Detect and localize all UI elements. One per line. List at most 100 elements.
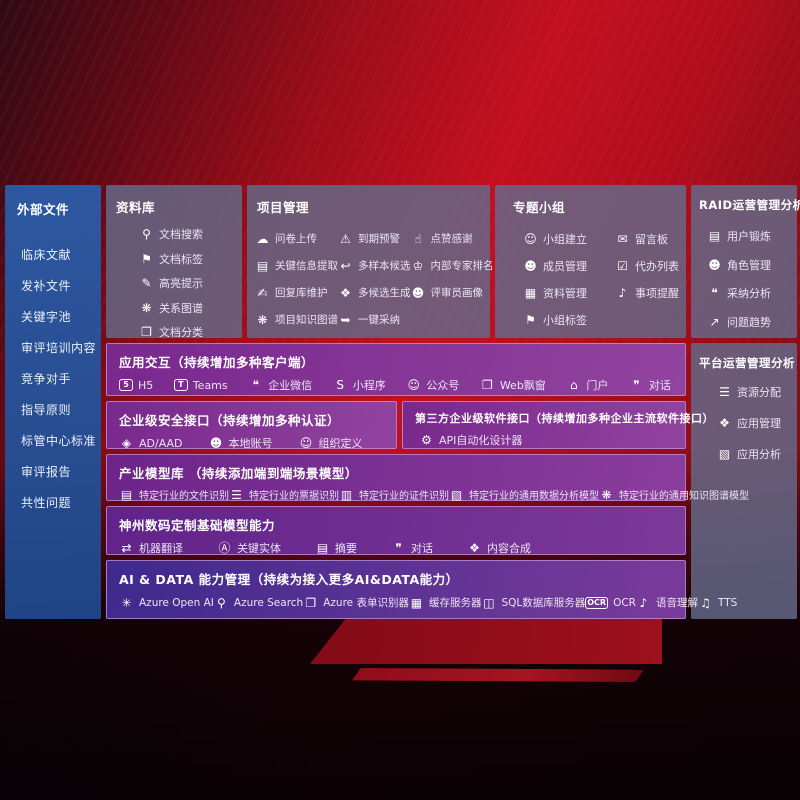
id-recognize-icon: ▥	[340, 487, 353, 502]
ai-data-list: ✳ Azure Open AI ⚲ Azure Search ❐ Azure 表…	[107, 588, 737, 610]
feature-item: ❐ 文档分类	[139, 324, 242, 340]
project-management-panel: 项目管理 ☁ 问卷上传 ⚠ 到期预警 ☝ 点赞感谢 ▤	[247, 185, 494, 338]
speech-understand-icon: ♪	[639, 595, 648, 610]
tts-icon: ♫	[700, 595, 711, 610]
platform-analysis-list: ☰ 资源分配 ❖ 应用管理 ▧ 应用分析	[691, 371, 797, 462]
resource-allocate-icon: ☰	[719, 385, 730, 399]
group-create-icon: ☺	[524, 232, 537, 246]
app-interaction-title: 应用交互（持续增加多种客户端）	[119, 355, 315, 370]
multi-generate-icon: ❖	[340, 285, 351, 300]
feature-item: ➥ 一键采纳	[338, 312, 411, 327]
cache-server-icon: ▦	[410, 595, 423, 610]
feature-item: ☁ 问卷上传	[255, 231, 338, 246]
feature-item: ☻ 角色管理	[707, 257, 797, 273]
feature-label: 关系图谱	[159, 301, 203, 315]
feature-item: ☰ 资源分配	[717, 384, 797, 400]
feature-label: 点赞感谢	[430, 233, 473, 245]
service-label: Azure Open AI	[139, 596, 214, 609]
feature-label: 采纳分析	[727, 287, 771, 300]
web-popup-icon: ❐	[481, 378, 493, 392]
doc-classify-icon: ❐	[141, 325, 152, 339]
capability-item: ▤ 摘要	[315, 540, 357, 556]
portal-icon: ⌂	[570, 378, 578, 392]
feature-label: 小组标签	[543, 314, 587, 327]
feature-item: ❋ 项目知识图谱	[255, 312, 338, 327]
industry-models-list: ▤ 特定行业的文件识别 ☰ 特定行业的票据识别 ▥ 特定行业的证件识别 ▧ 特定…	[107, 482, 749, 503]
client-item: ❐ Web飘窗	[480, 377, 546, 393]
translate-icon: ⇄	[121, 541, 132, 555]
knowledge-graph-icon: ❋	[257, 312, 268, 327]
service-item: ◫ SQL数据库服务器	[481, 595, 585, 610]
service-label: SQL数据库服务器	[501, 597, 586, 609]
project-management-title: 项目管理	[257, 200, 310, 215]
feature-label: 成员管理	[543, 260, 587, 273]
raid-analysis-list: ▤ 用户锻炼 ☻ 角色管理 ❝ 采纳分析 ↗ 问题趋势	[691, 213, 797, 330]
base-models-title: 神州数码定制基础模型能力	[119, 518, 276, 533]
model-label: 特定行业的证件识别	[359, 491, 449, 502]
sql-database-icon: ◫	[483, 595, 495, 610]
capability-label: 关键实体	[237, 542, 281, 555]
client-item: ⌂ 门户	[566, 377, 608, 393]
interface-item: ⚙ API自动化设计器	[419, 432, 522, 448]
base-models-list: ⇄ 机器翻译 Ⓐ 关键实体 ▤ 摘要 ❞ 对话	[107, 534, 685, 556]
capability-label: 对话	[411, 542, 433, 555]
feature-label: 问卷上传	[275, 233, 317, 245]
model-item: ▤ 特定行业的文件识别	[119, 487, 229, 503]
external-files-list: 临床文献 发补文件 关键字池 审评培训内容 竞争对手 指导原则 标管中心标准 审…	[5, 218, 101, 511]
model-label: 特定行业的文件识别	[139, 491, 229, 502]
feature-label: 回复库维护	[275, 287, 328, 299]
raid-analysis-panel: RAID运营管理分析 ▤ 用户锻炼 ☻ 角色管理 ❝ 采纳分析	[691, 185, 800, 338]
info-extract-icon: ▤	[256, 258, 269, 273]
feature-item: ▤ 关键信息提取	[255, 258, 338, 273]
alarm-icon: ⚠	[340, 231, 351, 246]
azure-search-icon: ⚲	[217, 595, 226, 610]
feature-label: 关键信息提取	[275, 260, 338, 272]
invoice-recognize-icon: ☰	[231, 487, 242, 502]
local-account-icon: ☻	[209, 436, 223, 450]
capability-label: 内容合成	[487, 542, 531, 555]
feature-item: ⚠ 到期预警	[338, 231, 411, 246]
feature-label: 资料管理	[543, 287, 587, 300]
feature-item: ▤ 用户锻炼	[707, 228, 797, 244]
service-item: ⚲ Azure Search	[214, 597, 303, 609]
model-label: 特定行业的通用数据分析模型	[469, 491, 599, 502]
feature-label: 一键采纳	[358, 314, 400, 326]
feature-item: ♪ 事项提醒	[615, 285, 686, 301]
model-item: ▥ 特定行业的证件识别	[339, 487, 449, 503]
ad-aad-icon: ◈	[121, 436, 132, 450]
repository-panel: 资料库 ⚲ 文档搜索 ⚑ 文档标签 ✎ 高亮提示 ❋	[106, 185, 242, 340]
key-entity-icon: Ⓐ	[218, 541, 231, 555]
file-recognize-icon: ▤	[120, 487, 133, 502]
interface-label: API自动化设计器	[439, 434, 523, 447]
sidebar-item: 指导原则	[21, 403, 72, 417]
auth-item: ☻ 本地账号	[209, 435, 273, 451]
service-item: ▦ 缓存服务器	[409, 595, 482, 610]
feature-label: 资源分配	[737, 386, 781, 399]
sidebar-item: 标管中心标准	[21, 434, 97, 448]
role-manage-icon: ☻	[708, 257, 721, 272]
data-analysis-model-icon: ▧	[450, 487, 463, 502]
service-item: ♫ TTS	[698, 597, 737, 609]
architecture-board: 外部文件 临床文献 发补文件 关键字池 审评培训内容 竞争对手 指导原则 标管中…	[5, 185, 800, 619]
feature-label: 到期预警	[358, 233, 400, 245]
app-interaction-row: 应用交互（持续增加多种客户端） 5 H5 T Teams ❝ 企业微信	[106, 343, 686, 396]
industry-models-row: 产业模型库 （持续添加端到端场景模型） ▤ 特定行业的文件识别 ☰ 特定行业的票…	[106, 454, 749, 503]
app-analysis-icon: ▧	[718, 447, 731, 461]
client-item: T Teams	[173, 379, 228, 392]
knowledge-graph-model-icon: ❋	[601, 487, 612, 502]
ai-data-row: AI & DATA 能力管理（持续为接入更多AI&DATA能力） ✳ Azure…	[106, 560, 737, 619]
ocr-icon: OCR	[585, 596, 609, 609]
user-card-icon: ▤	[708, 229, 721, 243]
content-compose-icon: ❖	[469, 541, 480, 555]
feature-label: 高亮提示	[159, 277, 203, 290]
feature-item: ▦ 资料管理	[523, 285, 615, 301]
client-label: 公众号	[426, 379, 460, 392]
capability-item: ❖ 内容合成	[467, 540, 531, 556]
feature-item: ☻ 评审员画像	[411, 285, 494, 300]
client-item: ❝ 企业微信	[248, 377, 312, 393]
industry-models-title: 产业模型库 （持续添加端到端场景模型）	[119, 466, 358, 481]
client-item: ❞ 对话	[629, 377, 671, 393]
feature-label: 留言板	[635, 233, 668, 246]
feature-label: 内部专家排名	[430, 260, 494, 272]
service-label: 语音理解	[655, 597, 698, 609]
